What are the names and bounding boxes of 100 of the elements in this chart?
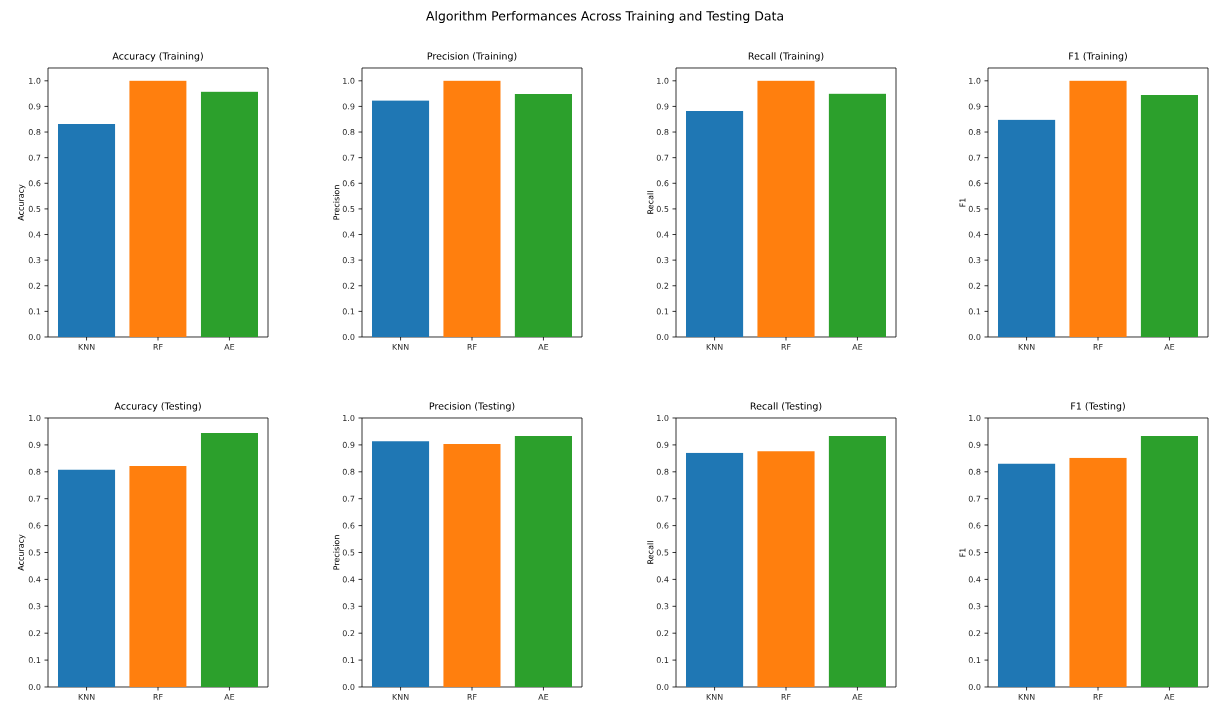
bar — [200, 433, 258, 687]
bar — [1140, 94, 1199, 337]
y-tick-label: 0.3 — [656, 603, 669, 610]
y-tick-label: 1.0 — [657, 414, 669, 422]
y-tick-label: 0.1 — [656, 308, 669, 315]
y-axis-title: Accuracy — [17, 534, 26, 571]
x-tick-label: KNN — [78, 694, 95, 700]
y-tick-label: 0.7 — [968, 495, 981, 502]
y-tick-label: 0.4 — [28, 231, 41, 238]
y-axis-title: Precision — [333, 185, 340, 220]
bar — [514, 436, 572, 687]
x-tick-label: KNN — [392, 694, 409, 700]
y-tick-label: 0.3 — [28, 257, 41, 264]
y-tick-label: 0.8 — [968, 129, 981, 136]
x-tick-label: AE — [224, 344, 235, 350]
y-tick-label: 0.1 — [342, 308, 355, 315]
y-tick-label: 0.0 — [656, 333, 669, 341]
y-tick-label: 0.8 — [342, 468, 355, 475]
y-tick-label: 0.4 — [342, 231, 355, 238]
y-tick-label: 0.5 — [28, 549, 41, 556]
y-tick-label: 0.8 — [968, 468, 981, 475]
y-tick-label: 0.6 — [342, 522, 355, 529]
y-tick-label: 0.2 — [28, 630, 41, 637]
x-tick-label: KNN — [392, 344, 409, 350]
x-tick-label: AE — [224, 694, 235, 700]
y-tick-label: 0.0 — [342, 333, 355, 341]
y-tick-label: 0.9 — [968, 441, 981, 448]
y-tick-label: 0.9 — [656, 441, 669, 448]
bar — [372, 441, 430, 687]
y-tick-label: 0.3 — [968, 257, 981, 264]
y-tick-label: 0.4 — [656, 576, 669, 583]
y-tick-label: 0.2 — [342, 630, 355, 637]
y-tick-label: 0.0 — [342, 683, 355, 691]
y-tick-label: 0.2 — [968, 282, 981, 289]
y-tick-label: 0.8 — [656, 468, 669, 475]
y-tick-label: 0.1 — [656, 657, 669, 664]
y-tick-label: 0.2 — [342, 282, 355, 289]
y-tick-label: 0.5 — [342, 205, 355, 212]
y-tick-label: 0.4 — [28, 576, 41, 583]
x-tick-label: KNN — [1018, 694, 1035, 700]
y-tick-label: 0.6 — [28, 522, 41, 529]
y-tick-label: 0.6 — [968, 180, 981, 187]
chart-title: F1 (Testing) — [1071, 402, 1125, 412]
x-tick-label: RF — [781, 694, 791, 700]
y-tick-label: 0.3 — [342, 603, 355, 610]
y-tick-label: 0.5 — [656, 549, 669, 556]
y-tick-label: 0.7 — [656, 495, 669, 502]
y-tick-label: 0.2 — [656, 630, 669, 637]
y-tick-label: 0.4 — [968, 231, 981, 238]
y-axis-title: Precision — [333, 535, 340, 570]
x-tick-label: KNN — [706, 694, 723, 700]
y-tick-label: 0.0 — [28, 333, 41, 341]
x-tick-label: RF — [153, 694, 163, 700]
y-tick-label: 0.7 — [656, 154, 669, 161]
x-tick-label: RF — [1093, 694, 1103, 700]
y-tick-label: 0.1 — [968, 308, 981, 315]
y-tick-label: 0.2 — [656, 282, 669, 289]
text: Algorithm Performances Across Training and Testing Data — [426, 10, 783, 24]
y-tick-label: 0.7 — [28, 154, 41, 161]
y-tick-label: 1.0 — [657, 77, 669, 84]
y-axis-title: F1 — [959, 548, 966, 557]
y-tick-label: 1.0 — [343, 77, 355, 84]
y-tick-label: 0.9 — [342, 441, 355, 448]
y-tick-label: 0.7 — [342, 495, 355, 502]
y-tick-label: 1.0 — [969, 77, 981, 84]
y-tick-label: 0.1 — [28, 657, 41, 664]
chart-title: Accuracy (Testing) — [114, 402, 201, 412]
y-tick-label: 0.8 — [342, 129, 355, 136]
chart-title: F1 (Training) — [1069, 52, 1127, 62]
bar — [58, 469, 116, 687]
bar — [1069, 80, 1127, 337]
y-tick-label: 1.0 — [969, 414, 981, 422]
x-tick-label: AE — [538, 344, 549, 350]
y-tick-label: 0.8 — [656, 129, 669, 136]
y-tick-label: 1.0 — [343, 414, 355, 422]
y-tick-label: 0.9 — [342, 103, 355, 110]
chart-title: Recall (Testing) — [750, 402, 822, 412]
y-tick-label: 0.7 — [342, 154, 355, 161]
x-tick-label: KNN — [1018, 344, 1035, 350]
bar — [998, 119, 1056, 337]
y-tick-label: 0.9 — [656, 103, 669, 110]
x-tick-label: KNN — [78, 344, 95, 350]
x-tick-label: AE — [538, 694, 549, 700]
y-tick-label: 0.5 — [968, 549, 981, 556]
y-tick-label: 0.9 — [968, 103, 981, 110]
y-tick-label: 0.9 — [28, 441, 41, 448]
y-tick-label: 0.6 — [342, 180, 355, 187]
chart-title: Precision (Training) — [427, 52, 517, 62]
y-tick-label: 0.0 — [968, 683, 981, 691]
x-tick-label: RF — [467, 344, 477, 350]
y-tick-label: 0.0 — [968, 333, 981, 341]
x-tick-label: AE — [1164, 694, 1175, 700]
y-tick-label: 0.5 — [342, 549, 355, 556]
y-tick-label: 0.0 — [656, 683, 669, 691]
chart-title: Precision (Testing) — [429, 402, 515, 412]
y-tick-label: 0.7 — [968, 154, 981, 161]
y-tick-label: 0.0 — [28, 683, 41, 691]
chart-title: Recall (Training) — [748, 52, 824, 62]
y-tick-label: 0.6 — [656, 180, 669, 187]
y-tick-label: 0.2 — [28, 282, 41, 289]
